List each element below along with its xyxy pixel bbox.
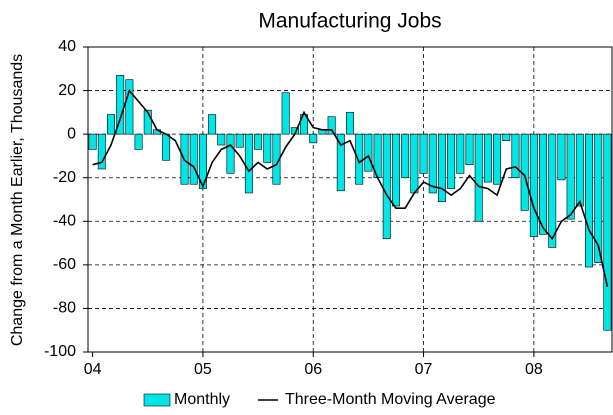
bar: [502, 133, 511, 141]
bar: [456, 133, 465, 174]
x-tick-label: 08: [525, 361, 543, 378]
bar: [465, 133, 474, 165]
bar: [474, 133, 483, 222]
y-tick-label: -60: [53, 256, 76, 273]
y-tick-label: 40: [58, 38, 76, 55]
bar: [603, 133, 612, 331]
bar: [336, 133, 345, 192]
bar: [557, 133, 566, 181]
y-axis-label: Change from a Month Earlier, Thousands: [9, 54, 26, 346]
y-tick-label: -40: [53, 213, 76, 230]
bar: [208, 114, 217, 135]
y-tick-label: -80: [53, 300, 76, 317]
y-tick-label: 20: [58, 82, 76, 99]
bar: [254, 133, 263, 150]
bar: [410, 133, 419, 194]
bar: [594, 133, 603, 263]
bar: [281, 92, 290, 135]
bar: [107, 114, 115, 135]
bar: [364, 133, 373, 172]
bar: [244, 133, 253, 194]
bar: [116, 75, 125, 135]
bar: [263, 133, 272, 163]
bar: [88, 133, 97, 150]
bar: [391, 133, 400, 207]
bar: [529, 133, 538, 237]
legend-swatch: [143, 393, 171, 407]
bar: [382, 133, 391, 240]
bar: [355, 133, 364, 185]
plot-frame: [87, 46, 613, 353]
bar: [493, 133, 502, 185]
bar: [235, 133, 244, 148]
bar: [401, 133, 410, 179]
bar: [217, 133, 226, 146]
x-tick-label: 04: [84, 361, 102, 378]
bar: [143, 109, 152, 135]
bar: [437, 133, 446, 202]
legend-label: Three-Month Moving Average: [285, 391, 496, 408]
bar: [428, 133, 437, 194]
bar: [575, 133, 584, 207]
x-tick-label: 07: [415, 361, 433, 378]
bar: [585, 133, 593, 268]
bar: [539, 133, 548, 235]
x-tick-label: 05: [194, 361, 212, 378]
bar: [162, 133, 171, 161]
bar: [548, 133, 557, 248]
y-tick-label: -100: [44, 343, 76, 360]
bar: [97, 133, 106, 170]
bar: [566, 133, 575, 220]
bar: [447, 133, 456, 189]
y-tick-label: -20: [53, 169, 76, 186]
bar: [198, 133, 207, 189]
bar: [300, 114, 309, 135]
legend-label: Monthly: [174, 391, 230, 408]
bar: [483, 133, 492, 183]
line: [92, 88, 609, 287]
bar: [125, 79, 134, 135]
bar: [226, 133, 235, 174]
bar: [134, 133, 143, 150]
x-tick-label: 06: [304, 361, 322, 378]
bar: [419, 133, 428, 174]
bar: [327, 116, 336, 135]
chart-title: Manufacturing Jobs: [258, 10, 441, 33]
bar: [511, 133, 520, 179]
bar: [189, 133, 198, 185]
bar: [309, 133, 318, 144]
y-tick-label: 0: [67, 125, 76, 142]
bar: [346, 112, 354, 135]
